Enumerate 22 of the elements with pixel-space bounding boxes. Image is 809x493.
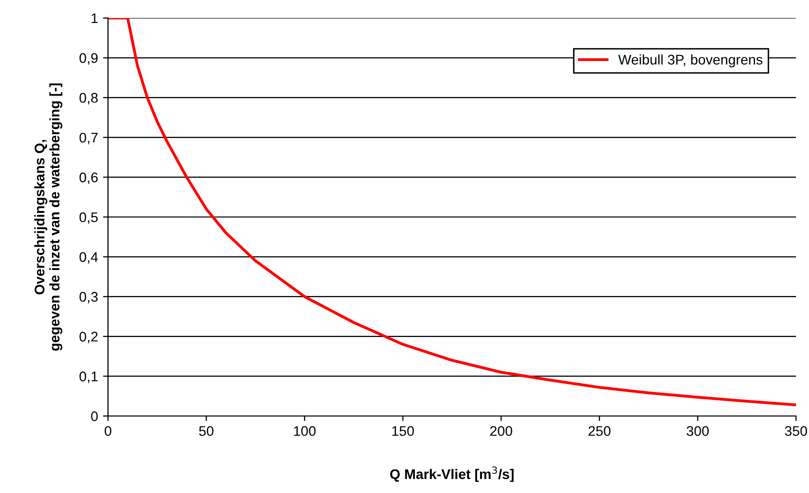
y-tick-label: 0,9 (80, 53, 98, 65)
x-tick-label: 100 (294, 426, 316, 436)
y-tick-label: 0,6 (80, 172, 98, 184)
y-tick-label: 0,1 (80, 372, 98, 384)
legend-label: Weibull 3P, bovengrens (618, 54, 762, 68)
y-axis-title: Overschrijdingskans Q, gegeven de inzet van de waterberging [-] (34, 83, 62, 351)
y-tick-label: 0,2 (80, 332, 98, 344)
x-tick-label: 350 (784, 426, 808, 436)
x-tick-label: 250 (588, 426, 610, 436)
x-tick-label: 0 (104, 426, 112, 436)
x-tick-label: 200 (490, 426, 512, 436)
x-axis-title: Q Mark-Vliet [m$^{3}$/s] (390, 466, 514, 482)
x-tick-label: 50 (199, 426, 214, 436)
y-tick-label: 0,5 (80, 212, 98, 224)
y-tick-label: 1 (92, 13, 98, 24)
y-tick-label: 0,8 (80, 92, 98, 104)
y-tick-label: 0,4 (80, 252, 98, 264)
y-tick-label: 0 (91, 411, 98, 422)
y-tick-label: 0,7 (80, 132, 98, 144)
x-tick-label: 150 (392, 426, 414, 436)
x-tick-label: 300 (686, 426, 709, 436)
y-tick-label: 0,3 (80, 292, 98, 304)
